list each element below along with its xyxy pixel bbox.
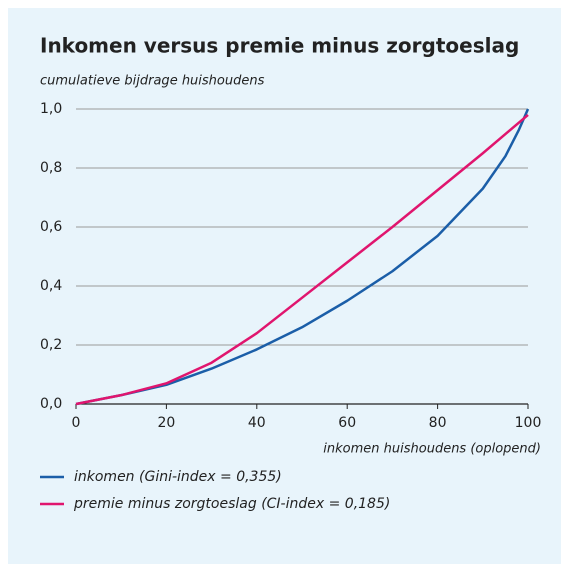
y-tick-label: 0,2 — [40, 337, 62, 353]
y-tick-label: 0,4 — [40, 278, 62, 294]
line — [75, 108, 530, 406]
y-tick-label: 0,6 — [40, 219, 62, 235]
x-tick-label: 100 — [515, 415, 542, 431]
x-tick-label: 60 — [338, 415, 356, 431]
y-tick-label: 0,0 — [40, 396, 62, 412]
y-tick-label: 1,0 — [40, 101, 62, 117]
x-tick-label: 20 — [157, 415, 175, 431]
y-tick-label: 0,8 — [40, 160, 62, 176]
x-tick-label: 40 — [248, 415, 266, 431]
x-axis-label: inkomen huishoudens (oplopend) — [323, 442, 541, 457]
legend-label: premie minus zorgtoeslag (CI-index = 0,1… — [73, 496, 390, 512]
x-tick-label: 80 — [429, 415, 447, 431]
x-tick-label: 0 — [72, 415, 81, 431]
chart-title: Inkomen versus premie minus zorgtoeslag — [40, 34, 519, 58]
y-axis-label: cumulatieve bijdrage huishoudens — [40, 74, 265, 89]
legend-label: inkomen (Gini-index = 0,355) — [74, 469, 282, 485]
line — [75, 113, 529, 406]
